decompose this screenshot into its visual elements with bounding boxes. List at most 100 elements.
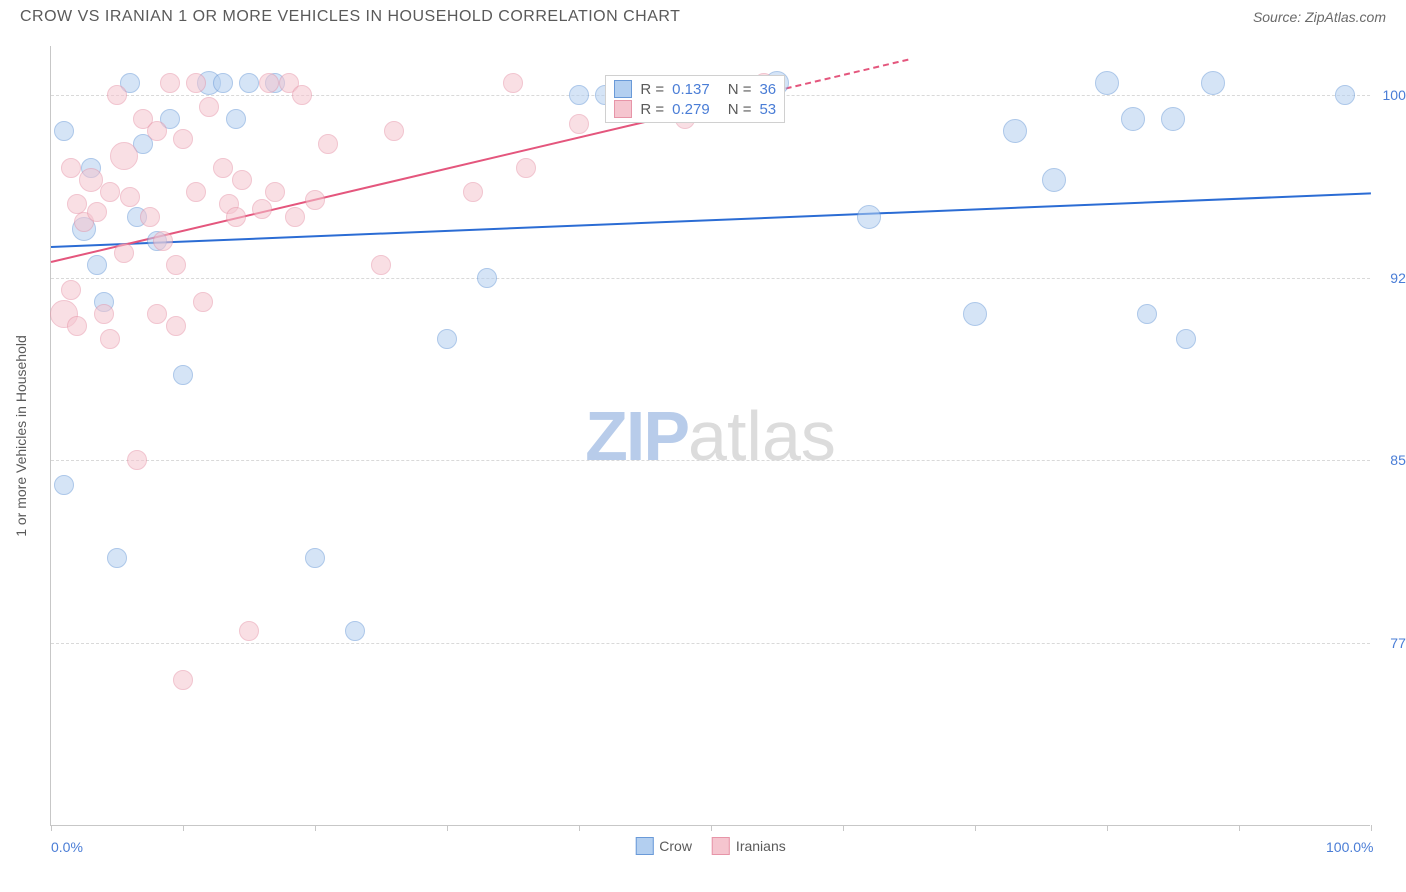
data-point xyxy=(259,73,279,93)
data-point xyxy=(1137,304,1157,324)
data-point xyxy=(166,316,186,336)
x-tick-label: 100.0% xyxy=(1326,839,1373,855)
data-point xyxy=(173,129,193,149)
gridline xyxy=(51,643,1370,644)
data-point xyxy=(1095,71,1119,95)
y-axis-title: 1 or more Vehicles in Household xyxy=(13,335,29,537)
legend-swatch xyxy=(712,837,730,855)
legend-swatch xyxy=(635,837,653,855)
data-point xyxy=(1201,71,1225,95)
trend-line xyxy=(51,192,1371,248)
data-point xyxy=(239,621,259,641)
stats-row: R = 0.279 N = 53 xyxy=(614,100,776,118)
data-point xyxy=(127,450,147,470)
legend-item: Crow xyxy=(635,837,692,855)
data-point xyxy=(166,255,186,275)
data-point xyxy=(345,621,365,641)
x-tick xyxy=(315,825,316,831)
data-point xyxy=(252,199,272,219)
legend-label: Iranians xyxy=(736,838,786,854)
data-point xyxy=(226,207,246,227)
data-point xyxy=(147,304,167,324)
legend-item: Iranians xyxy=(712,837,786,855)
data-point xyxy=(1121,107,1145,131)
data-point xyxy=(437,329,457,349)
chart-source: Source: ZipAtlas.com xyxy=(1253,9,1386,25)
data-point xyxy=(173,670,193,690)
x-tick xyxy=(447,825,448,831)
data-point xyxy=(61,158,81,178)
watermark-prefix: ZIP xyxy=(585,397,688,475)
data-point xyxy=(232,170,252,190)
data-point xyxy=(54,121,74,141)
n-label: N = xyxy=(728,81,752,98)
x-tick xyxy=(579,825,580,831)
data-point xyxy=(87,202,107,222)
gridline xyxy=(51,460,1370,461)
data-point xyxy=(100,182,120,202)
x-tick xyxy=(1107,825,1108,831)
x-tick xyxy=(183,825,184,831)
data-point xyxy=(94,304,114,324)
scatter-plot: 1 or more Vehicles in Household ZIPatlas… xyxy=(50,46,1370,826)
data-point xyxy=(569,114,589,134)
x-tick xyxy=(51,825,52,831)
data-point xyxy=(193,292,213,312)
x-tick xyxy=(1371,825,1372,831)
data-point xyxy=(110,142,138,170)
x-tick xyxy=(975,825,976,831)
chart-title: CROW VS IRANIAN 1 OR MORE VEHICLES IN HO… xyxy=(20,8,680,26)
data-point xyxy=(384,121,404,141)
data-point xyxy=(463,182,483,202)
stats-row: R =0.137N =36 xyxy=(614,80,776,98)
data-point xyxy=(54,475,74,495)
gridline xyxy=(51,278,1370,279)
r-value: 0.137 xyxy=(672,81,710,98)
r-label: R = xyxy=(640,81,664,98)
legend-swatch xyxy=(614,80,632,98)
data-point xyxy=(285,207,305,227)
data-point xyxy=(67,316,87,336)
data-point xyxy=(1335,85,1355,105)
data-point xyxy=(87,255,107,275)
data-point xyxy=(963,302,987,326)
data-point xyxy=(100,329,120,349)
data-point xyxy=(213,73,233,93)
data-point xyxy=(147,121,167,141)
n-label: N = xyxy=(728,101,752,118)
r-label: R = xyxy=(640,101,664,118)
watermark-suffix: atlas xyxy=(688,397,836,475)
y-tick-label: 77.5% xyxy=(1375,635,1406,651)
data-point xyxy=(239,73,259,93)
data-point xyxy=(153,231,173,251)
data-point xyxy=(1042,168,1066,192)
r-value: 0.279 xyxy=(672,101,710,118)
data-point xyxy=(292,85,312,105)
data-point xyxy=(114,243,134,263)
data-point xyxy=(371,255,391,275)
data-point xyxy=(186,182,206,202)
x-tick-label: 0.0% xyxy=(51,839,83,855)
x-tick xyxy=(1239,825,1240,831)
data-point xyxy=(186,73,206,93)
data-point xyxy=(107,548,127,568)
data-point xyxy=(503,73,523,93)
legend-swatch xyxy=(614,100,632,118)
data-point xyxy=(226,109,246,129)
x-tick xyxy=(843,825,844,831)
n-value: 53 xyxy=(759,101,776,118)
data-point xyxy=(160,73,180,93)
data-point xyxy=(61,280,81,300)
stats-legend: R =0.137N =36R =0.279N =53 xyxy=(605,75,785,123)
data-point xyxy=(318,134,338,154)
data-point xyxy=(120,187,140,207)
chart-header: CROW VS IRANIAN 1 OR MORE VEHICLES IN HO… xyxy=(0,0,1406,30)
y-tick-label: 85.0% xyxy=(1375,452,1406,468)
data-point xyxy=(1176,329,1196,349)
data-point xyxy=(79,168,103,192)
y-tick-label: 100.0% xyxy=(1375,87,1406,103)
data-point xyxy=(857,205,881,229)
data-point xyxy=(305,190,325,210)
data-point xyxy=(569,85,589,105)
watermark: ZIPatlas xyxy=(585,396,836,476)
